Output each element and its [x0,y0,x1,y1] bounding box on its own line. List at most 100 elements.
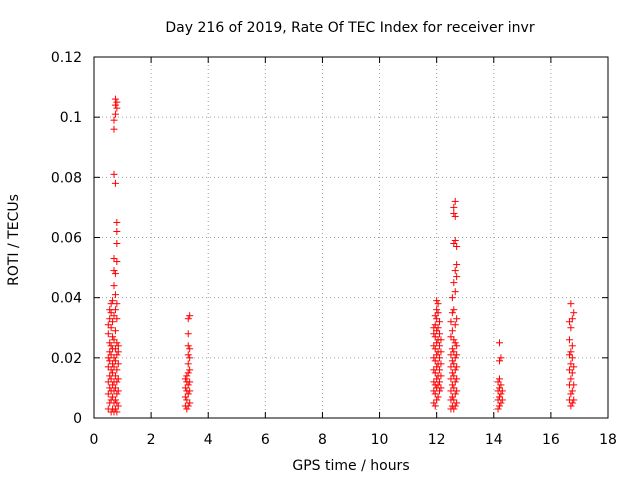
data-point [567,375,575,383]
data-point [433,327,441,335]
data-point [111,357,119,365]
data-point [113,339,121,347]
data-point [436,387,444,395]
data-point [109,297,117,305]
data-point [184,330,192,338]
data-point [113,104,121,112]
data-point [451,321,459,329]
data-point [448,294,456,302]
data-point [437,360,445,368]
data-point [111,384,119,392]
data-point [450,336,458,344]
x-tick-label: 18 [599,432,617,448]
data-point [110,170,118,178]
data-point [451,212,459,220]
data-point [110,125,118,133]
data-point [498,387,506,395]
data-point [570,309,578,317]
data-point [113,258,121,266]
data-point [109,318,117,326]
data-point [450,279,458,287]
data-point [436,366,444,374]
data-point [494,405,502,413]
data-point [450,306,458,314]
data-point [567,360,575,368]
data-point [567,390,575,398]
data-point [113,227,121,235]
data-point [111,405,119,413]
data-point [107,342,115,350]
data-point [433,297,441,305]
data-point [567,348,575,356]
x-tick-label: 10 [371,432,389,448]
data-point [453,399,461,407]
data-point [113,300,121,308]
data-point [448,309,456,317]
data-point [434,393,442,401]
x-tick-label: 6 [261,432,270,448]
data-point [565,336,573,344]
data-point [431,333,439,341]
data-point [186,354,194,362]
data-point [111,396,119,404]
data-point [186,312,194,320]
data-point [113,390,121,398]
chart-title: Day 216 of 2019, Rate Of TEC Index for r… [165,20,534,36]
data-point [453,342,461,350]
data-point [113,315,121,323]
data-point [183,372,191,380]
data-point [567,402,575,410]
data-point [110,116,118,124]
data-point [110,363,118,371]
data-point [448,345,456,353]
data-point [568,399,576,407]
data-point [450,384,458,392]
data-point [104,321,112,329]
data-point [568,342,576,350]
data-point [497,399,505,407]
data-point [434,309,442,317]
data-point [111,179,119,187]
x-axis-label: GPS time / hours [292,458,409,474]
data-point [451,366,459,374]
data-point [567,324,575,332]
data-point [111,95,119,103]
data-point [495,339,503,347]
data-point [183,405,191,413]
data-point [448,327,456,335]
x-tick-label: 16 [542,432,560,448]
data-point [113,351,121,359]
data-point [495,393,503,401]
data-point [184,402,192,410]
data-point [431,345,439,353]
data-point [570,396,578,404]
x-tick-label: 4 [204,432,213,448]
data-point [186,366,194,374]
y-axis-label: ROTI / TECUs [6,194,22,286]
data-point [431,321,439,329]
data-point [451,197,459,205]
data-point [447,333,455,341]
data-point [437,372,445,380]
data-point [448,357,456,365]
data-point [570,363,578,371]
y-tick-label: 0.12 [51,50,82,66]
data-point [495,375,503,383]
data-point [433,363,441,371]
y-tick-label: 0.06 [51,231,82,247]
data-point [110,312,118,320]
y-tick-label: 0 [73,411,82,427]
data-point [565,366,573,374]
data-point [453,273,461,281]
data-point [186,399,194,407]
data-point [111,270,119,278]
data-point [497,354,505,362]
data-point [184,342,192,350]
data-point [450,348,458,356]
data-point [110,354,118,362]
data-point [114,348,122,356]
data-point [434,300,442,308]
data-point [565,351,573,359]
data-point [110,267,118,275]
data-point [437,348,445,356]
